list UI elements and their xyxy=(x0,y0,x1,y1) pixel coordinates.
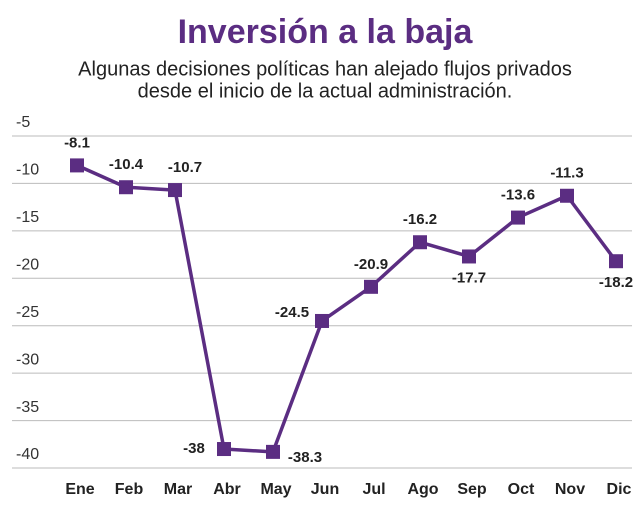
x-tick-label: Abr xyxy=(213,481,241,498)
line xyxy=(76,163,618,454)
y-tick-label: -10 xyxy=(16,162,39,179)
marker xyxy=(168,183,182,198)
data-label: -38.3 xyxy=(288,449,322,466)
data-label: -17.7 xyxy=(452,269,486,286)
marker xyxy=(70,158,84,173)
marker xyxy=(511,210,525,225)
x-tick-label: Ago xyxy=(407,481,438,498)
y-tick-label: -35 xyxy=(16,399,39,416)
data-label: -10.7 xyxy=(168,159,202,176)
y-tick-label: -30 xyxy=(16,351,39,368)
marker xyxy=(266,444,280,459)
data-label: -13.6 xyxy=(501,187,535,204)
data-label: -8.1 xyxy=(64,134,90,151)
marker xyxy=(119,180,133,195)
marker xyxy=(315,313,329,328)
x-tick-label: Mar xyxy=(164,481,192,498)
x-tick-label: Ene xyxy=(65,481,94,498)
chart-title: Inversión a la baja xyxy=(178,13,474,51)
x-tick-label: Oct xyxy=(508,481,535,498)
marker xyxy=(609,254,623,269)
data-label: -38 xyxy=(183,440,205,457)
x-tick-label: Jun xyxy=(311,481,339,498)
x-tick-label: Feb xyxy=(115,481,144,498)
x-tick-label: Jul xyxy=(362,481,385,498)
marker xyxy=(560,188,574,203)
data-label: -20.9 xyxy=(354,256,388,273)
y-tick-label: -40 xyxy=(16,446,39,463)
y-tick-label: -20 xyxy=(16,257,39,274)
subtitle: Algunas decisiones políticas han alejado… xyxy=(78,58,572,80)
marker xyxy=(413,235,427,250)
y-tick-label: -25 xyxy=(16,304,39,321)
subtitle: desde el inicio de la actual administrac… xyxy=(138,80,513,102)
data-label: -18.2 xyxy=(599,274,633,291)
data-label: -24.5 xyxy=(275,304,309,321)
x-tick-label: Dic xyxy=(607,481,632,498)
data-label: -11.3 xyxy=(550,165,583,182)
x-tick-label: Sep xyxy=(457,481,487,498)
x-tick-label: May xyxy=(260,481,291,498)
marker xyxy=(217,442,231,457)
y-tick-label: -5 xyxy=(16,114,30,131)
x-tick-label: Nov xyxy=(555,481,585,498)
y-tick-label: -15 xyxy=(16,209,39,226)
data-label: -10.4 xyxy=(109,156,144,173)
marker xyxy=(364,279,378,294)
marker xyxy=(462,249,476,264)
data-label: -16.2 xyxy=(403,211,437,228)
